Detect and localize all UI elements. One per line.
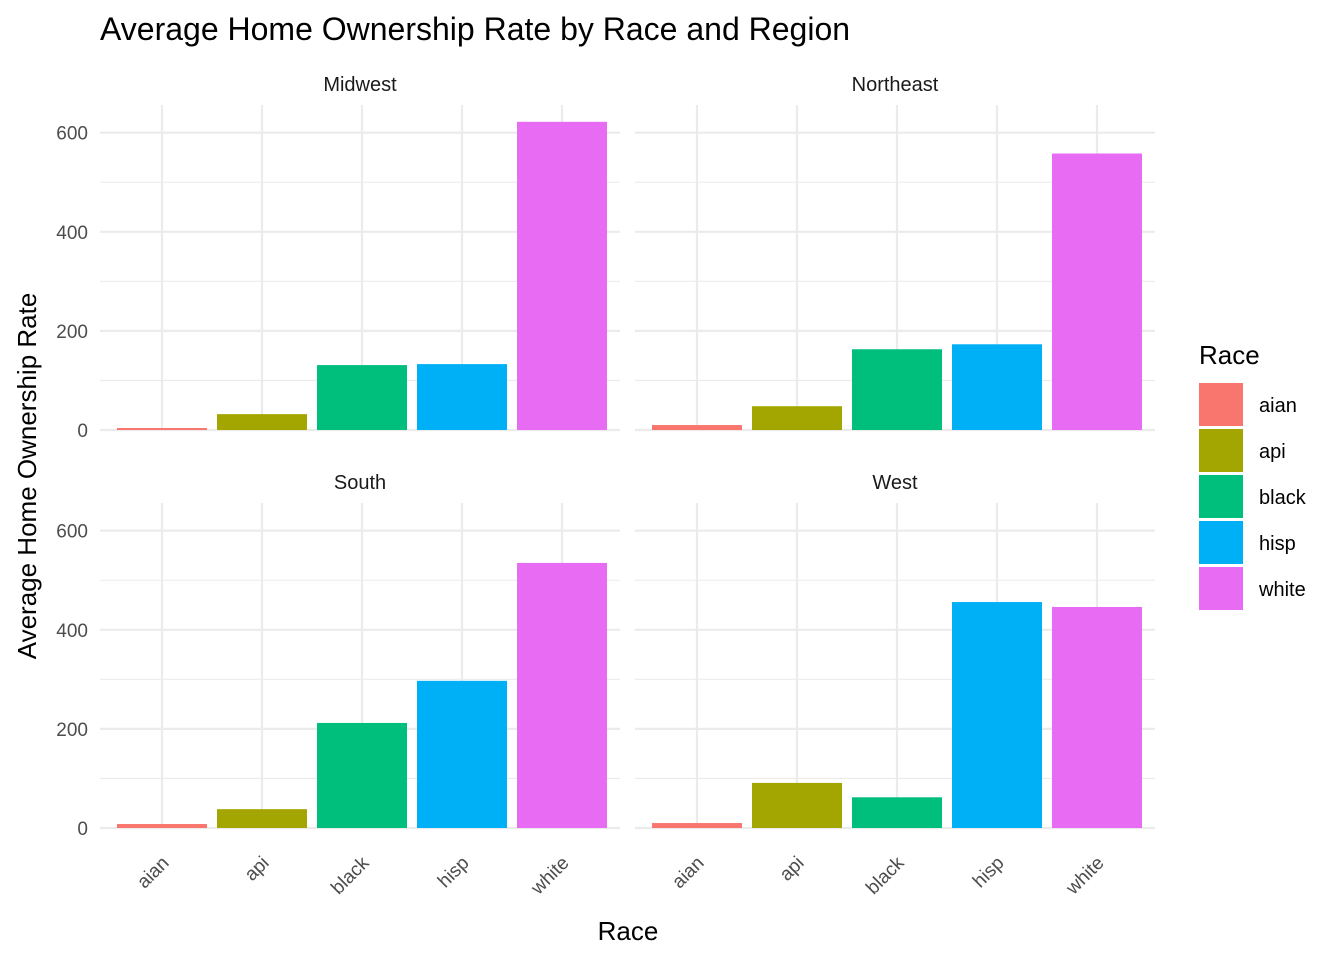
facet-label: South	[334, 472, 386, 494]
bar-northeast-aian	[652, 425, 742, 430]
y-tick-label: 600	[56, 522, 88, 543]
chart-title: Average Home Ownership Rate by Race and …	[100, 11, 850, 47]
legend: Race aian api black hisp white	[1199, 340, 1307, 610]
legend-swatch-hisp	[1199, 521, 1243, 564]
bar-midwest-black	[317, 365, 407, 430]
x-tick-label: white	[1062, 853, 1109, 900]
bar-west-white	[1052, 607, 1142, 828]
bar-west-black	[852, 797, 942, 828]
legend-label-white: white	[1258, 579, 1306, 601]
bar-northeast-api	[752, 406, 842, 430]
y-tick-label: 600	[56, 124, 88, 145]
x-tick-label: hisp	[434, 853, 473, 892]
x-axis-title: Race	[598, 916, 659, 946]
x-tick-label: aian	[133, 853, 173, 893]
x-tick-label: api	[776, 853, 809, 886]
bar-midwest-white	[517, 121, 607, 430]
bar-midwest-aian	[117, 428, 207, 430]
facet-panel-west: West aian api black hisp white	[635, 472, 1155, 900]
facet-label: Midwest	[323, 74, 397, 96]
bar-northeast-white	[1052, 153, 1142, 431]
bar-south-aian	[117, 824, 207, 828]
bar-south-white	[517, 562, 607, 828]
x-tick-label: white	[527, 853, 574, 900]
legend-label-hisp: hisp	[1259, 533, 1296, 555]
bar-midwest-api	[217, 414, 307, 430]
y-tick-label: 0	[77, 421, 88, 442]
facet-panel-midwest: Midwest 0 200 400 600	[56, 74, 620, 442]
y-tick-label: 0	[77, 819, 88, 840]
bar-west-api	[752, 782, 842, 828]
bar-midwest-hisp	[417, 364, 507, 430]
bar-south-hisp	[417, 680, 507, 828]
bar-west-aian	[652, 823, 742, 828]
y-tick-label: 400	[56, 223, 88, 244]
legend-label-api: api	[1259, 441, 1286, 463]
legend-swatch-white	[1199, 567, 1243, 610]
facet-label: West	[872, 472, 918, 494]
x-tick-label: hisp	[969, 853, 1008, 892]
x-tick-label: black	[862, 852, 909, 899]
y-tick-label: 200	[56, 322, 88, 343]
bar-south-api	[217, 809, 307, 828]
y-tick-label: 200	[56, 720, 88, 741]
bar-south-black	[317, 722, 407, 828]
y-tick-label: 400	[56, 621, 88, 642]
facet-panels: Midwest 0 200 400 600 Northeast South 0 200 400 60…	[56, 74, 1155, 900]
legend-label-black: black	[1259, 487, 1307, 509]
legend-swatch-api	[1199, 429, 1243, 472]
facet-label: Northeast	[852, 74, 939, 96]
x-tick-label: aian	[668, 853, 708, 893]
bar-northeast-black	[852, 349, 942, 430]
legend-swatch-aian	[1199, 383, 1243, 426]
bar-west-hisp	[952, 602, 1042, 828]
x-tick-label: black	[327, 852, 374, 899]
legend-swatch-black	[1199, 475, 1243, 518]
facet-panel-south: South 0 200 400 600 aian api black hisp white	[56, 472, 620, 900]
legend-label-aian: aian	[1259, 395, 1297, 417]
x-tick-label: api	[241, 853, 274, 886]
y-axis-title: Average Home Ownership Rate	[12, 293, 42, 660]
bar-northeast-hisp	[952, 344, 1042, 430]
legend-title: Race	[1199, 340, 1260, 370]
facet-panel-northeast: Northeast	[635, 74, 1155, 432]
